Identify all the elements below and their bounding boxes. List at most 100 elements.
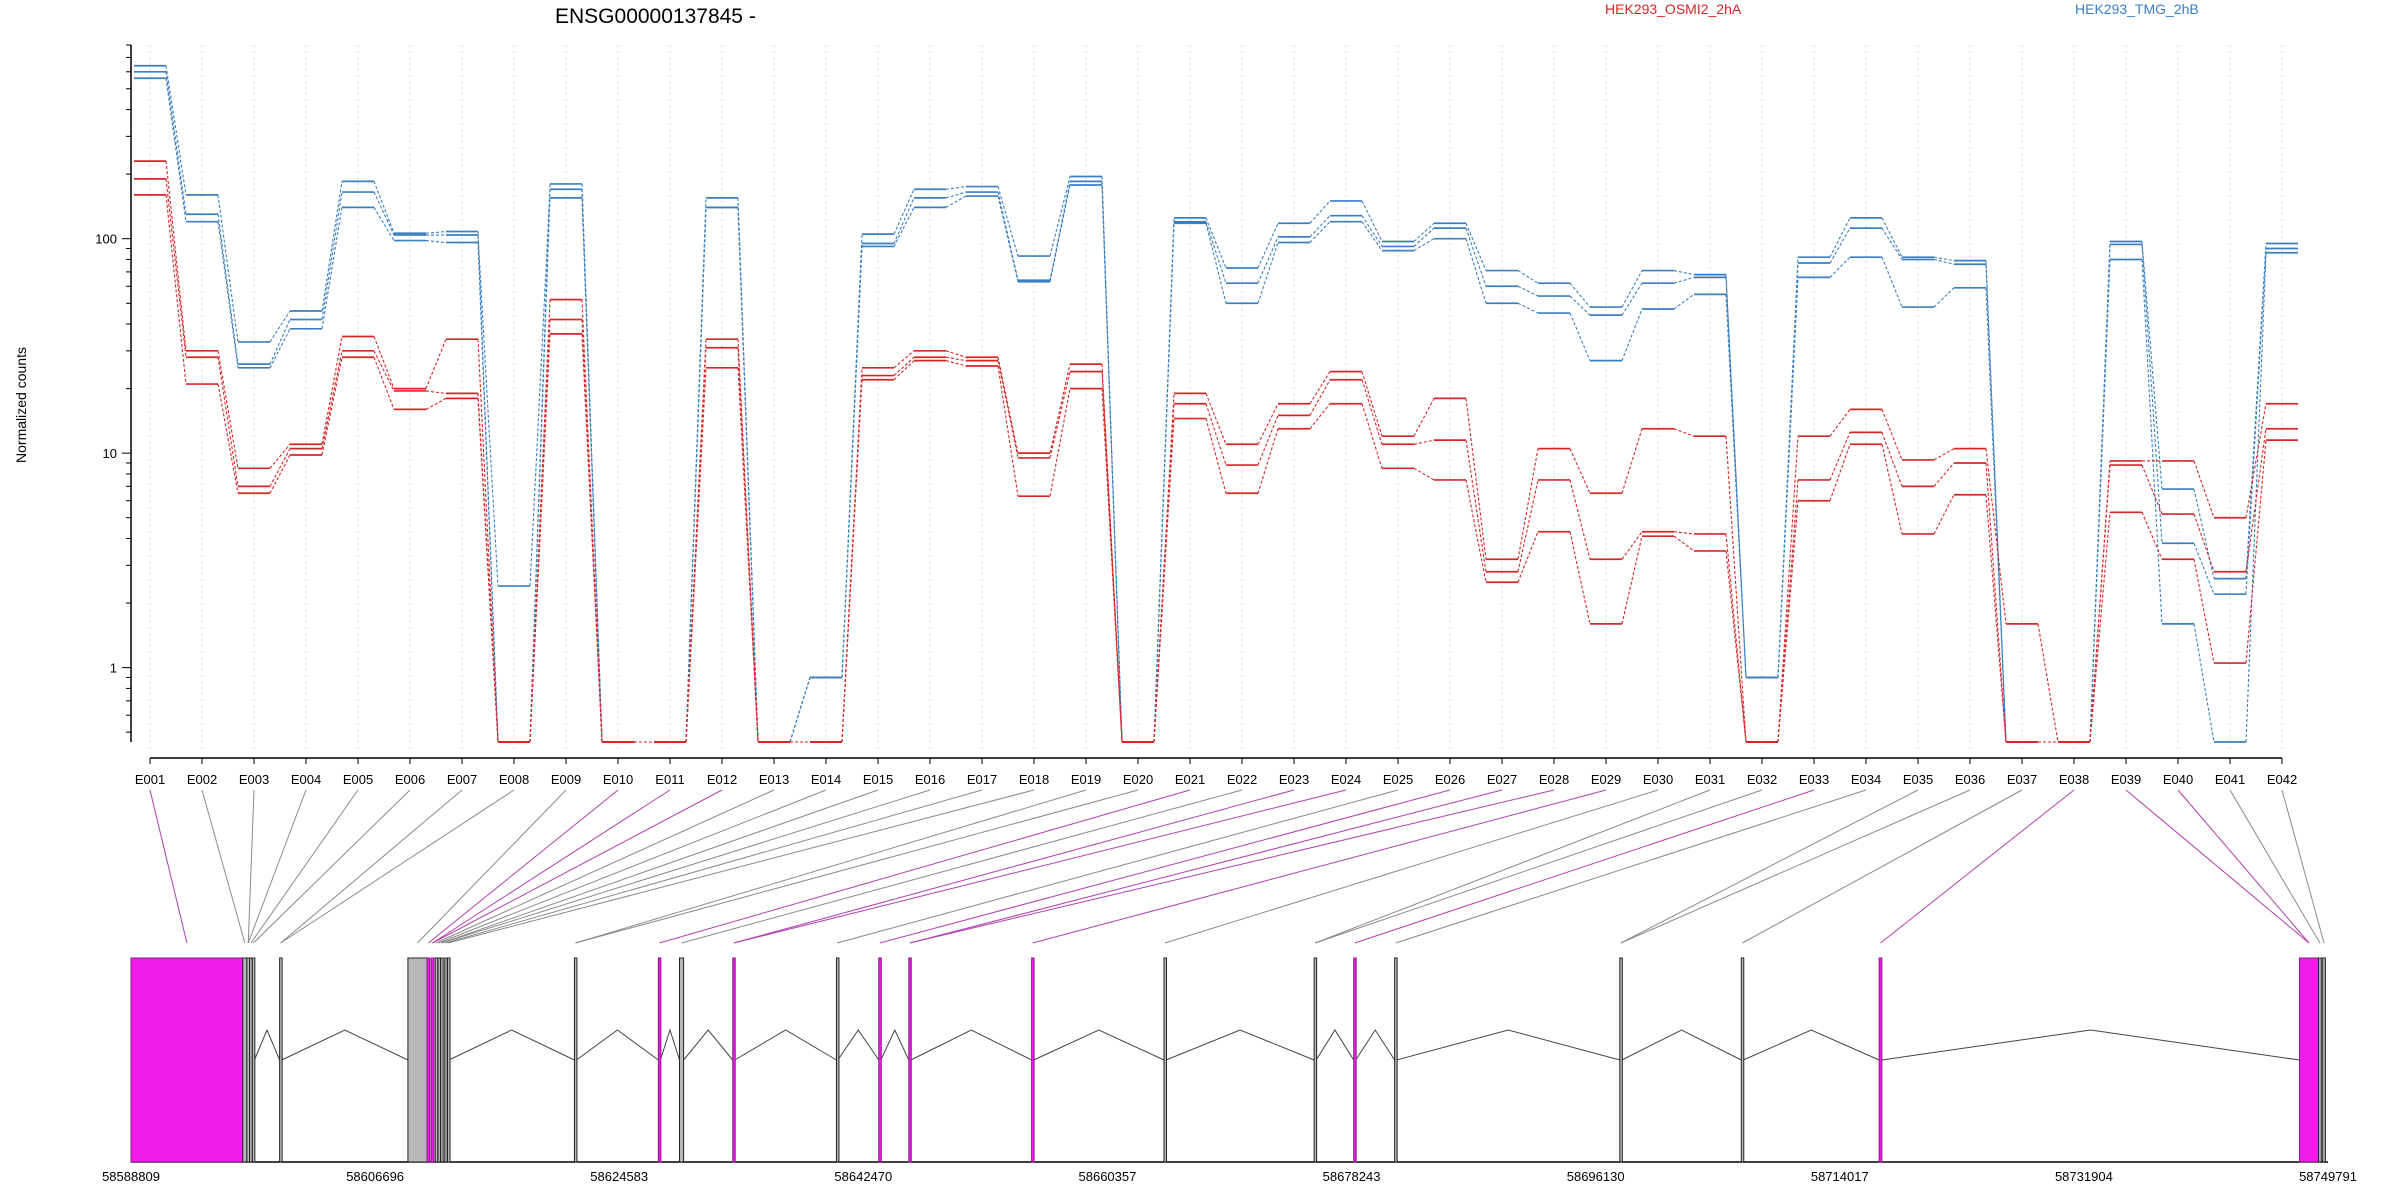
connector-E010	[428, 789, 619, 944]
ramp-E009	[581, 333, 603, 743]
ramp-E031	[1725, 294, 1747, 678]
ramp-E024	[1361, 403, 1383, 469]
intron-line	[253, 1028, 281, 1061]
ramp-E015	[893, 360, 915, 381]
ramp-E032	[1777, 479, 1799, 743]
ramp-E040	[2193, 488, 2215, 579]
ramp-E034	[1881, 409, 1903, 461]
exon-block-E027	[1619, 957, 1623, 1163]
ramp-E029	[1621, 270, 1643, 308]
ramp-E005	[373, 191, 395, 236]
exon-block-E032	[2322, 957, 2326, 1163]
ramp-E018	[1049, 176, 1071, 257]
genomic-coordinate-label: 58588809	[102, 1169, 160, 1184]
x-tick-label-E020: E020	[1123, 772, 1153, 787]
ramp-E007	[477, 242, 499, 743]
ramp-E030	[1673, 293, 1695, 310]
x-tick-label-E037: E037	[2007, 772, 2037, 787]
ramp-E035	[1933, 287, 1955, 308]
connector-E011	[432, 789, 671, 944]
ramp-E016	[945, 186, 967, 190]
ramp-E031	[1725, 436, 1747, 743]
x-tick-label-E040: E040	[2163, 772, 2193, 787]
ramp-E030	[1673, 270, 1695, 276]
x-tick-label-E031: E031	[1695, 772, 1725, 787]
ramp-E035	[1933, 494, 1955, 535]
ramp-E012	[737, 367, 759, 743]
ramp-E028	[1569, 312, 1591, 361]
ramp-E018	[1049, 388, 1071, 497]
exon-block-E014	[446, 957, 451, 1163]
intron-line	[734, 1029, 837, 1061]
ramp-E008	[529, 183, 551, 743]
exon-block-E023	[1163, 957, 1167, 1163]
ramp-E028	[1569, 282, 1591, 308]
exon-block-E019	[835, 957, 840, 1163]
ramp-E019	[1101, 388, 1123, 743]
exon-block-E012	[440, 957, 444, 1163]
legend-label-osmi2: HEK293_OSMI2_2hA	[1605, 1, 1742, 17]
x-tick-label-E029: E029	[1591, 772, 1621, 787]
ramp-E004	[321, 336, 343, 445]
genomic-coordinate-label: 58606696	[346, 1169, 404, 1184]
x-tick-label-E013: E013	[759, 772, 789, 787]
genomic-coordinate-label: 58696130	[1567, 1169, 1625, 1184]
exon-block-E001	[130, 957, 244, 1163]
ramp-E003	[269, 454, 291, 494]
ramp-E001	[165, 71, 187, 215]
connector-E007	[280, 789, 463, 944]
ramp-E029	[1621, 536, 1643, 624]
ramp-E023	[1309, 200, 1331, 224]
ramp-E005	[373, 350, 395, 392]
connector-E014	[438, 789, 827, 944]
exon-block-E009	[430, 957, 435, 1163]
ramp-E038	[2089, 259, 2111, 743]
ramp-E041	[2245, 440, 2267, 664]
exon-block-E021	[908, 957, 912, 1163]
ramp-E033	[1829, 227, 1851, 264]
ramp-E031	[1725, 277, 1747, 678]
ramp-E006	[425, 338, 447, 389]
ramp-E015	[893, 207, 915, 247]
connector-E033	[1354, 789, 1815, 944]
ramp-E026	[1465, 479, 1487, 583]
x-tick-label-E002: E002	[187, 772, 217, 787]
exon-block-E031	[2318, 957, 2322, 1163]
ramp-E019	[1101, 184, 1123, 743]
intron-line	[448, 1029, 575, 1061]
ramp-E040	[2193, 543, 2215, 595]
ramp-E011	[685, 207, 707, 743]
ramp-E023	[1309, 371, 1331, 405]
exon-block-E016	[657, 957, 662, 1163]
ramp-E022	[1257, 223, 1279, 269]
ramp-E007	[477, 398, 499, 743]
x-tick-label-E030: E030	[1643, 772, 1673, 787]
intron-line	[1881, 1029, 2300, 1061]
x-tick-label-E027: E027	[1487, 772, 1517, 787]
ramp-E026	[1465, 238, 1487, 304]
x-tick-label-E019: E019	[1071, 772, 1101, 787]
ramp-E041	[2245, 403, 2267, 518]
x-tick-label-E022: E022	[1227, 772, 1257, 787]
exon-block-E005	[251, 957, 256, 1163]
connector-E008	[280, 789, 515, 944]
ramp-E024	[1361, 221, 1383, 251]
intron-line	[659, 1028, 680, 1061]
series-lines	[134, 64, 2298, 743]
ramp-E022	[1257, 428, 1279, 494]
ramp-E018	[1049, 364, 1071, 454]
connector-E009	[417, 789, 567, 944]
connector-E038	[1880, 789, 2075, 944]
ramp-E028	[1569, 295, 1591, 316]
connector-E018	[448, 789, 1035, 944]
ramp-E038	[2089, 512, 2111, 743]
x-tick-label-E035: E035	[1903, 772, 1933, 787]
ramp-E041	[2245, 428, 2267, 572]
genomic-coordinate-label: 58749791	[2299, 1169, 2357, 1184]
series-line-HEK293_OSMI2_2hA-3	[134, 160, 2298, 743]
ramp-E022	[1257, 242, 1279, 304]
ramp-E021	[1205, 418, 1227, 494]
x-tick-label-E011: E011	[655, 772, 684, 787]
ramp-E038	[2089, 465, 2111, 743]
exon-block-E010	[434, 957, 439, 1163]
